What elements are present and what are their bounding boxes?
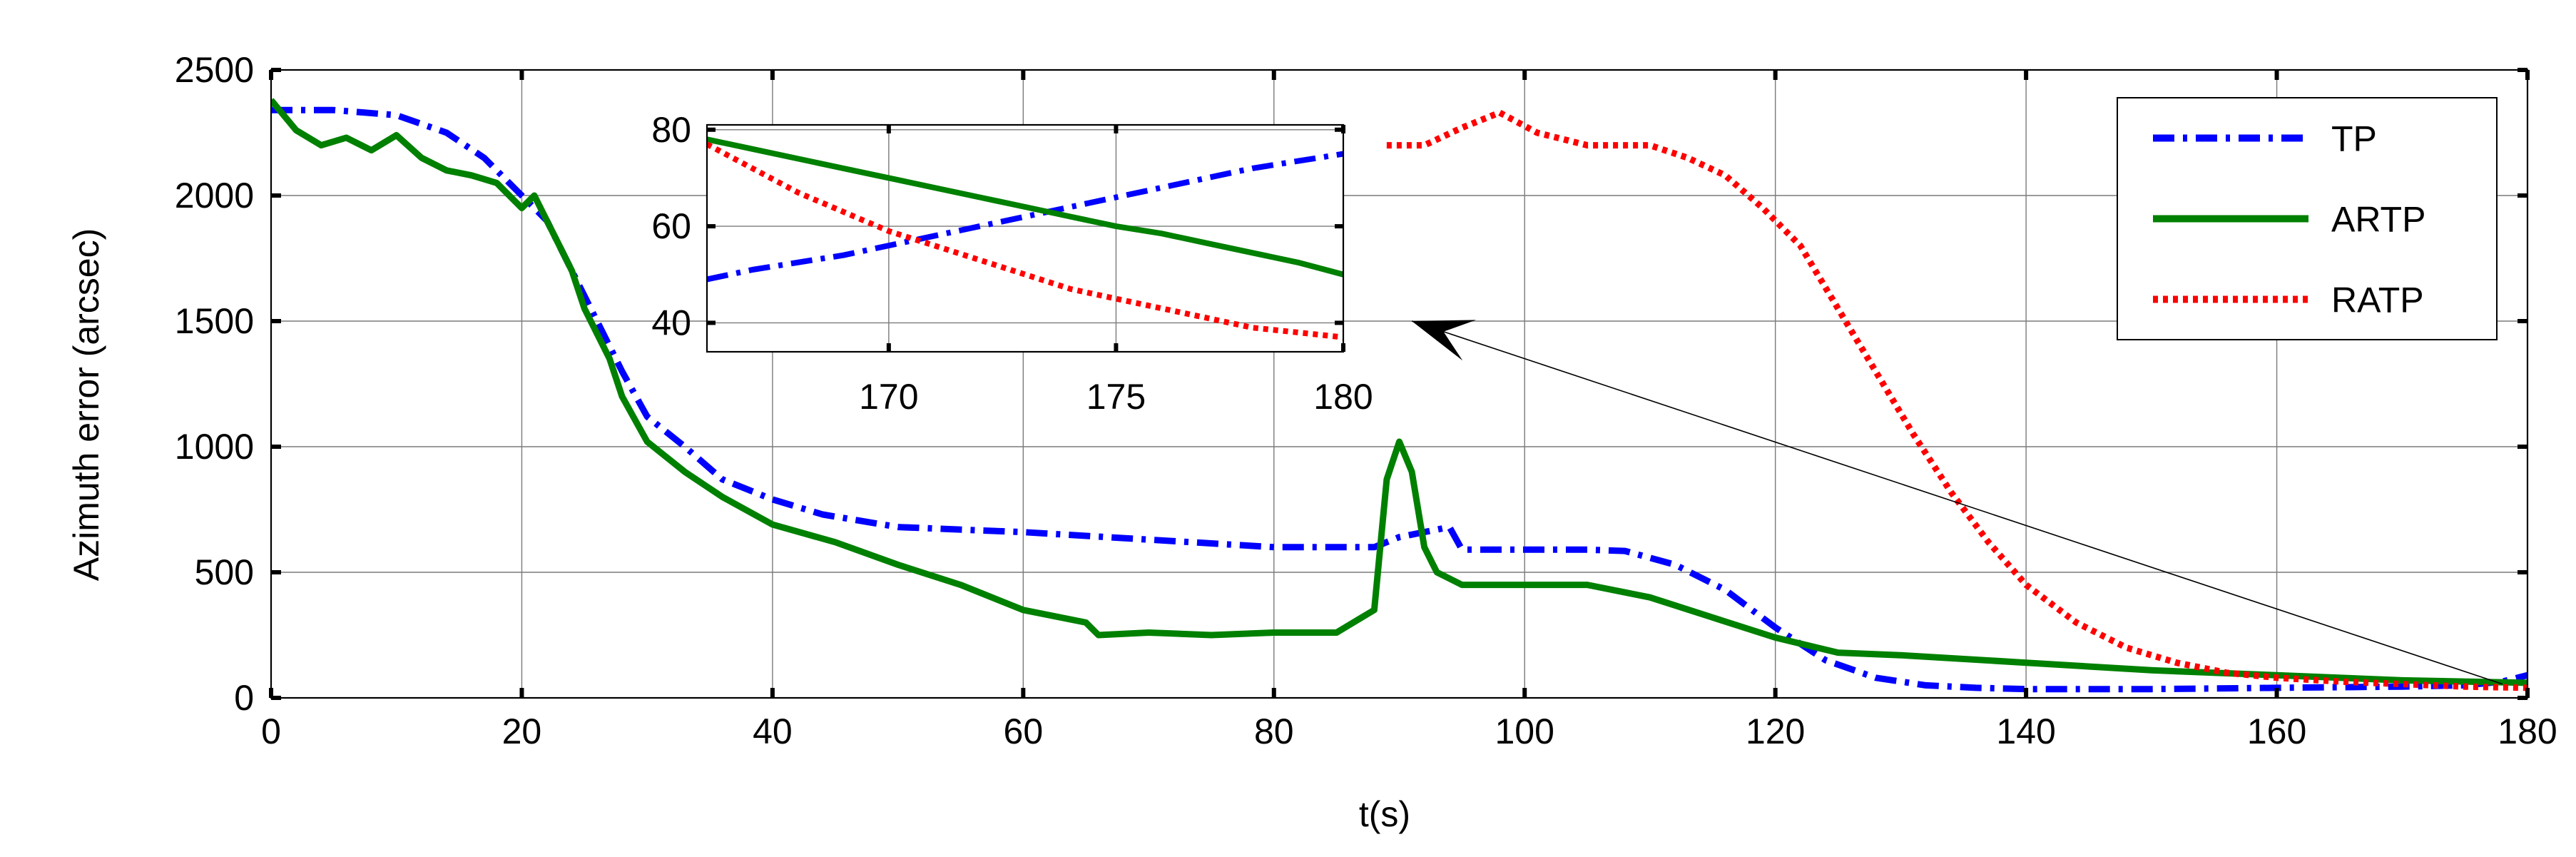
annotation-layer bbox=[1411, 320, 2503, 685]
main-y-tick-label-2500: 2500 bbox=[175, 50, 254, 90]
inset-series-artp-line bbox=[707, 136, 1343, 278]
main-x-tick-label-140: 140 bbox=[1996, 711, 2055, 751]
y-axis-title: Azimuth error (arcsec) bbox=[66, 228, 106, 582]
main-x-tick-label-0: 0 bbox=[261, 711, 281, 751]
main-x-tick-label-120: 120 bbox=[1746, 711, 1805, 751]
main-series bbox=[271, 98, 2527, 693]
inset-series bbox=[707, 136, 1343, 340]
inset-x-tick-label-170: 170 bbox=[859, 377, 918, 417]
main-x-tick-label-80: 80 bbox=[1254, 711, 1294, 751]
legend: TP ARTP RATP bbox=[2117, 97, 2498, 340]
main-x-tick-label-100: 100 bbox=[1495, 711, 1554, 751]
inset-y-tick-label-60: 60 bbox=[651, 206, 691, 246]
inset-plot-frame bbox=[706, 123, 1345, 353]
inset-x-tick-label-175: 175 bbox=[1086, 377, 1146, 417]
main-series-artp-line bbox=[271, 98, 2527, 686]
inset-series-ratp-line bbox=[707, 141, 1343, 340]
main-x-tick-label-160: 160 bbox=[2247, 711, 2306, 751]
legend-label-ratp: RATP bbox=[2331, 280, 2424, 320]
legend-label-artp: ARTP bbox=[2331, 200, 2425, 240]
main-x-tick-label-20: 20 bbox=[502, 711, 542, 751]
main-y-tick-label-500: 500 bbox=[195, 552, 254, 592]
main-y-tick-label-2000: 2000 bbox=[175, 176, 254, 215]
main-y-tick-label-1000: 1000 bbox=[175, 427, 254, 467]
main-ticks: 0 20 40 60 80 100 120 140 160 180 0 500 1000 1500 2000… bbox=[175, 50, 2557, 751]
main-y-tick-label-0: 0 bbox=[234, 678, 254, 718]
legend-label-tp: TP bbox=[2331, 119, 2377, 159]
x-axis-title: t(s) bbox=[1359, 794, 1410, 834]
main-x-tick-label-180: 180 bbox=[2498, 711, 2557, 751]
inset-y-tick-label-80: 80 bbox=[651, 110, 691, 150]
main-series-tp-line bbox=[271, 106, 2527, 693]
inset-ticks: 170 175 180 40 60 80 bbox=[651, 110, 1373, 417]
inset-x-tick-label-180: 180 bbox=[1313, 377, 1373, 417]
annotation-arrow-head bbox=[1412, 320, 1477, 361]
main-plot-frame bbox=[270, 69, 2529, 699]
inset-y-tick-label-40: 40 bbox=[651, 303, 691, 343]
annotation-arrow-shaft bbox=[1411, 320, 2503, 685]
main-y-tick-label-1500: 1500 bbox=[175, 301, 254, 341]
main-series-ratp-line bbox=[1386, 109, 2527, 691]
main-x-tick-label-60: 60 bbox=[1004, 711, 1044, 751]
main-x-tick-label-40: 40 bbox=[753, 711, 793, 751]
